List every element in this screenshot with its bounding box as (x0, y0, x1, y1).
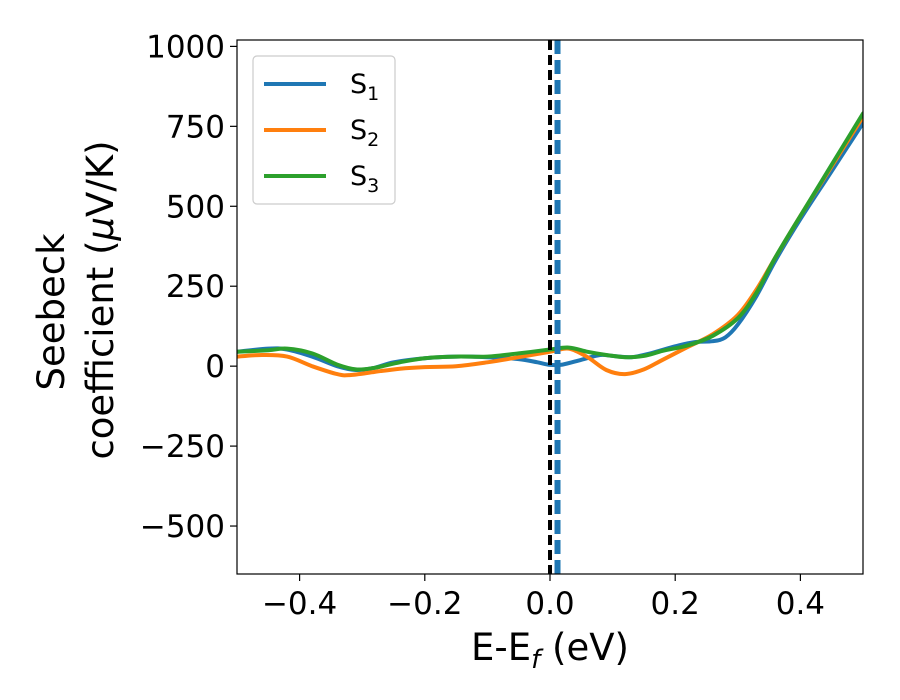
y-tick-label: −500 (140, 509, 225, 545)
y-tick-label: 1000 (146, 29, 225, 65)
legend-label-name: S (350, 69, 367, 100)
y-tick-label: 250 (166, 269, 225, 305)
x-tick-label: −0.2 (387, 586, 462, 622)
legend-label-s3: S3 (350, 161, 379, 197)
x-axis-title-unit: (eV) (540, 626, 629, 669)
y-tick-label: 500 (166, 189, 225, 225)
y-axis-title-mu: μ (79, 217, 122, 242)
x-tick-label: 0.0 (525, 586, 574, 622)
x-axis-title: E-Ef (eV) (471, 626, 629, 675)
x-tick-label: −0.4 (262, 586, 337, 622)
series-layer (237, 111, 863, 378)
y-axis-title-unit: V/K) (79, 140, 122, 216)
y-tick-label: 750 (166, 109, 225, 145)
legend-label-s2: S2 (350, 115, 379, 151)
legend-label-subscript: 3 (367, 175, 379, 197)
vline-layer (548, 40, 561, 574)
series-line-s3 (237, 111, 863, 372)
y-axis-title-text: coefficient ( (79, 240, 122, 459)
y-tick-label: −250 (140, 429, 225, 465)
y-axis-title: Seebeck coefficient (μV/K) (30, 140, 122, 459)
y-axis: 1000 750 500 250 0 −250 −500 (140, 29, 237, 545)
y-axis-title-line2: coefficient (μV/K) (79, 140, 122, 459)
legend-label-subscript: 1 (367, 83, 379, 105)
y-axis-title-line1: Seebeck (30, 233, 73, 391)
legend-label-subscript: 2 (367, 129, 379, 151)
x-axis-title-main: E-E (471, 626, 531, 669)
y-tick-label: 0 (205, 349, 225, 385)
x-tick-label: 0.2 (651, 586, 700, 622)
legend-label-name: S (350, 115, 367, 146)
legend-label-s1: S1 (350, 69, 379, 105)
x-tick-label: 0.4 (776, 586, 825, 622)
x-axis: −0.4 −0.2 0.0 0.2 0.4 (262, 574, 825, 622)
legend-label-name: S (350, 161, 367, 192)
